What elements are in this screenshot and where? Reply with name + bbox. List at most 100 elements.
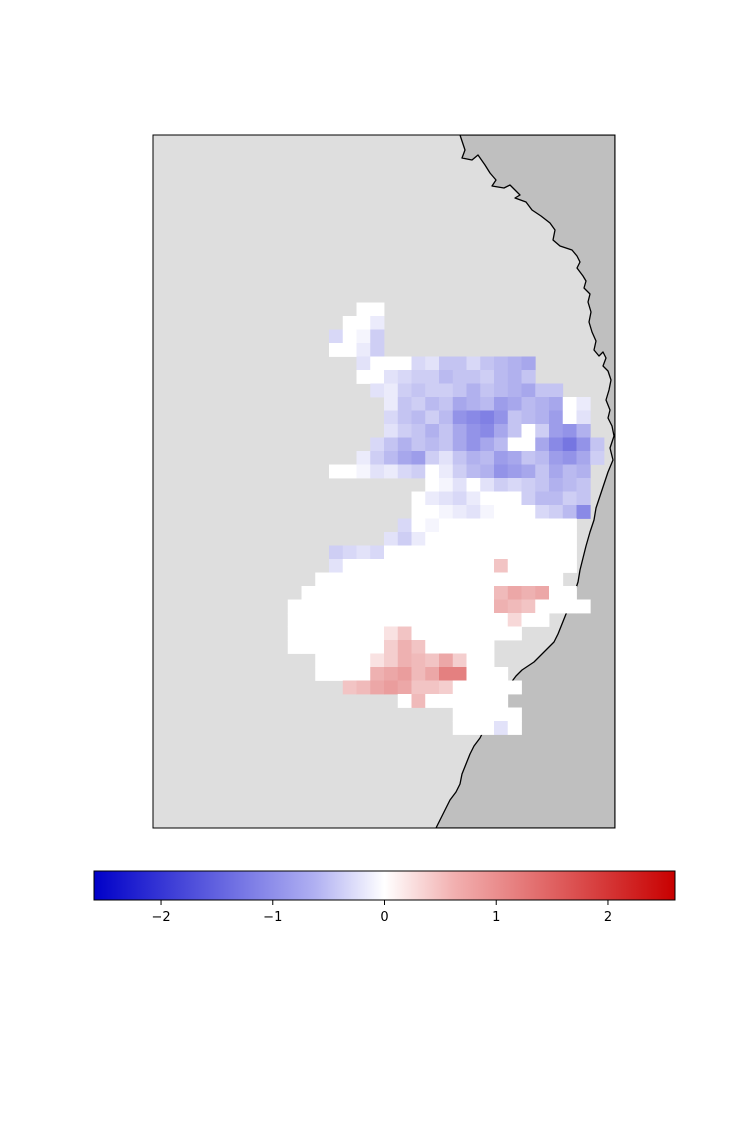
grid-cell [439,410,454,425]
grid-cell [452,559,467,573]
grid-cell [384,464,399,479]
grid-cell [466,721,481,735]
grid-cell [425,667,440,681]
grid-cell [411,397,426,411]
grid-cell [370,586,385,600]
grid-cell [466,370,481,384]
grid-cell [494,356,509,371]
grid-cell [466,518,481,533]
grid-cell [466,464,481,479]
grid-cell [384,410,399,425]
grid-cell [356,545,371,560]
grid-cell [562,464,577,479]
grid-cell [439,491,454,506]
grid-cell [397,626,412,641]
grid-cell [315,640,330,654]
colorbar-gradient [93,870,676,901]
grid-cell [480,410,495,425]
grid-cell [480,559,495,573]
grid-cell [425,518,440,533]
grid-cell [342,316,357,330]
grid-cell [535,613,550,627]
grid-cell [507,410,522,425]
grid-cell [452,437,467,452]
grid-cell [370,680,385,695]
grid-cell [494,383,509,398]
grid-cell [507,626,522,641]
grid-cell [342,586,357,600]
grid-cell [535,559,550,573]
grid-cell [397,424,412,438]
grid-cell [521,356,536,371]
grid-cell [411,640,426,654]
grid-cell [494,478,509,492]
grid-cell [521,559,536,573]
grid-cell [329,586,344,600]
grid-cell [452,707,467,722]
grid-cell [425,653,440,668]
grid-cell [549,424,564,438]
grid-cell [411,680,426,695]
grid-cell [329,572,344,587]
grid-cell [452,667,467,681]
grid-cell [439,370,454,384]
grid-cell [370,626,385,641]
grid-cell [439,667,454,681]
grid-cell [507,532,522,546]
grid-cell [384,437,399,452]
grid-cell [562,532,577,546]
grid-cell [329,599,344,614]
grid-cell [521,437,536,452]
grid-cell [549,437,564,452]
grid-cell [562,559,577,573]
grid-cell [356,613,371,627]
grid-cell [535,464,550,479]
grid-cell [521,451,536,465]
grid-cell [452,586,467,600]
grid-cell [397,653,412,668]
grid-cell [452,626,467,641]
grid-cell [480,451,495,465]
grid-cell [329,613,344,627]
grid-cell [397,464,412,479]
grid-cell [576,451,591,465]
grid-cell [425,680,440,695]
grid-cell [466,680,481,695]
grid-cell [452,653,467,668]
grid-cell [507,478,522,492]
map-border [152,134,616,829]
grid-cell [452,491,467,506]
grid-cell [315,572,330,587]
grid-cell [439,478,454,492]
grid-cell [384,667,399,681]
grid-cell [342,640,357,654]
grid-cell [370,329,385,344]
grid-cell [507,613,522,627]
grid-cell [342,559,357,573]
grid-cell [549,491,564,506]
grid-cell [521,572,536,587]
colorbar-tick-label: −2 [151,910,170,925]
grid-cell [452,694,467,708]
grid-cell [356,572,371,587]
grid-cell [411,626,426,641]
grid-cell [301,586,316,600]
grid-cell [480,424,495,438]
grid-cell [576,505,591,519]
grid-cell [452,518,467,533]
grid-cell [466,572,481,587]
grid-cell [507,464,522,479]
grid-cell [507,491,522,506]
grid-cell [439,356,454,371]
grid-cell [507,545,522,560]
grid-cell [384,626,399,641]
grid-cell [535,518,550,533]
grid-cell [452,424,467,438]
grid-cell [480,586,495,600]
grid-cell [411,356,426,371]
grid-cell [384,599,399,614]
grid-cell [411,613,426,627]
grid-cell [466,356,481,371]
grid-cell [439,532,454,546]
grid-cell [356,626,371,641]
